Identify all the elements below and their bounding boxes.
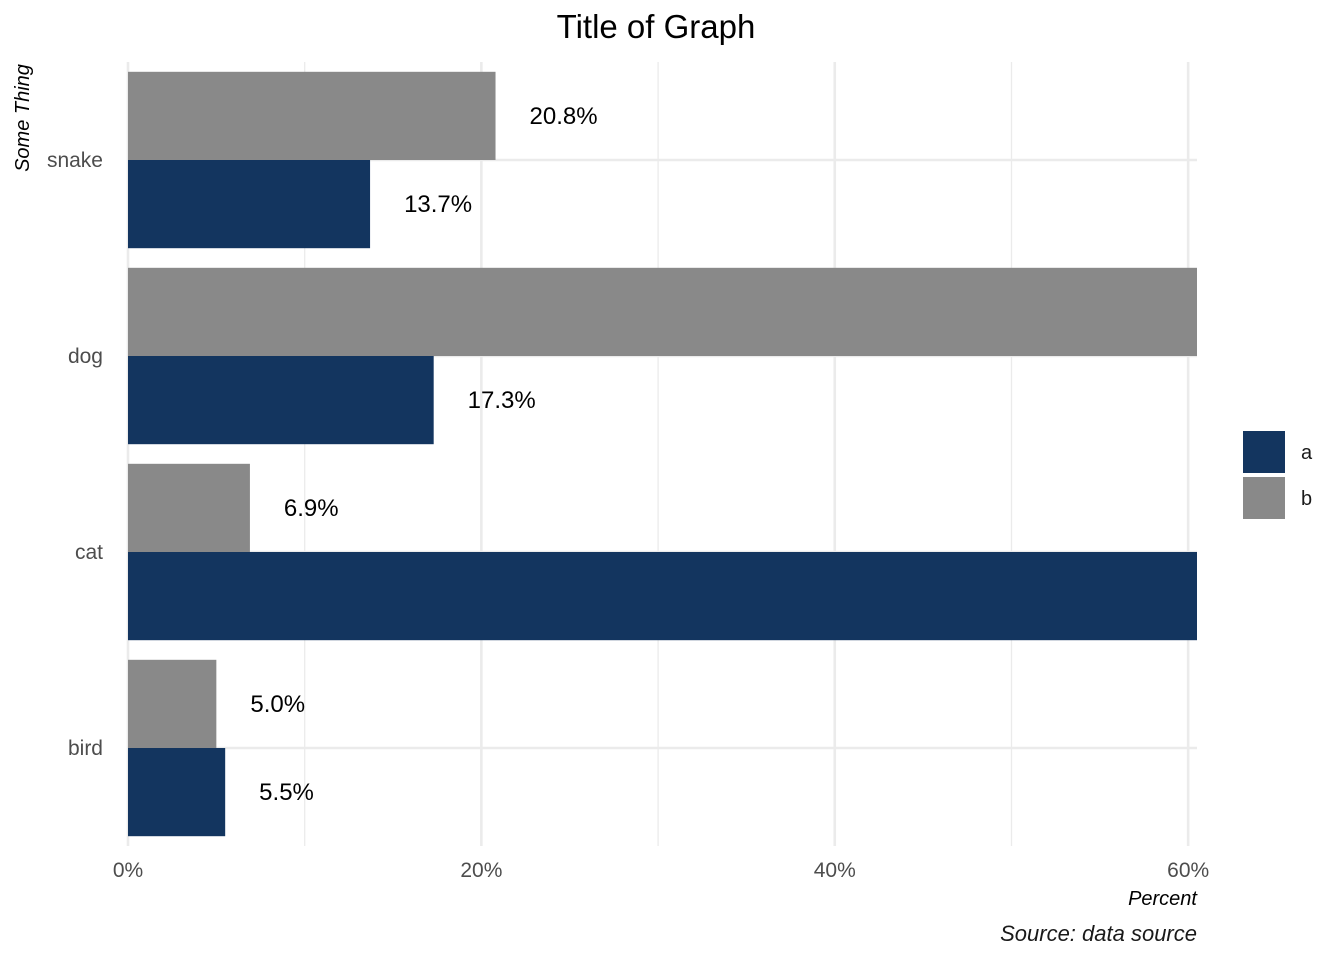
y-tick-label-snake: snake [47, 149, 103, 172]
y-axis-ticks: bird cat dog snake [47, 149, 103, 760]
bar-b-dog [128, 267, 1197, 356]
legend-swatch-b [1243, 477, 1285, 519]
legend-swatch-a [1243, 431, 1285, 473]
bar-a-bird [128, 748, 226, 837]
legend-label-a: a [1301, 442, 1313, 464]
data-label-a-bird: 5.5% [259, 779, 314, 806]
legend-label-b: b [1301, 488, 1312, 510]
bar-a-snake [128, 160, 371, 249]
chart-caption: Source: data source [1000, 921, 1197, 946]
bar-b-cat [128, 463, 250, 552]
bar-a-dog [128, 356, 434, 445]
data-label-b-cat: 6.9% [284, 495, 339, 522]
bar-b-bird [128, 659, 217, 748]
x-tick-label: 60% [1167, 859, 1209, 882]
data-label-a-dog: 17.3% [468, 387, 536, 414]
x-axis-ticks: 0% 20% 40% 60% [113, 859, 1209, 882]
bar-a-cat [128, 552, 1197, 641]
legend: ab [1243, 431, 1313, 519]
y-tick-label-cat: cat [75, 541, 103, 564]
y-tick-label-dog: dog [68, 345, 103, 368]
data-label-a-snake: 13.7% [404, 191, 472, 218]
y-axis-title: Some Thing [12, 64, 34, 172]
x-axis-title: Percent [1128, 888, 1198, 910]
y-tick-label-bird: bird [68, 737, 103, 760]
x-tick-label: 40% [814, 859, 856, 882]
data-label-b-bird: 5.0% [250, 691, 305, 718]
data-label-b-snake: 20.8% [530, 103, 598, 130]
bars [128, 71, 1197, 837]
data-labels: 5.5% 5.0% 6.9% 17.3% 13.7% 20.8% [250, 103, 597, 806]
x-tick-label: 0% [113, 859, 143, 882]
bar-b-snake [128, 71, 496, 160]
chart-title: Title of Graph [557, 8, 756, 45]
x-tick-label: 20% [460, 859, 502, 882]
